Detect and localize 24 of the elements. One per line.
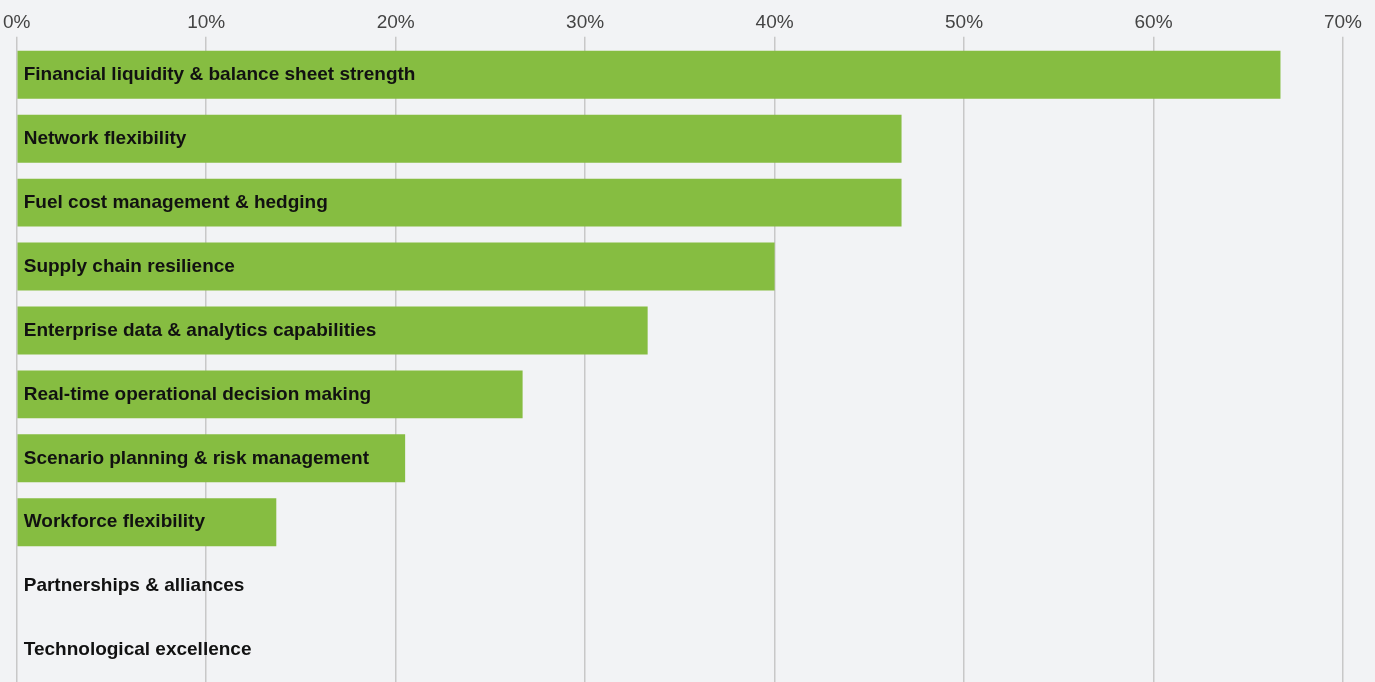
y-tick-label: Network flexibility [23,126,187,148]
y-tick-label: Enterprise data & analytics capabilities [23,318,377,340]
bar [17,114,902,163]
bar [17,50,1281,99]
x-tick-label: 50% [945,10,984,32]
y-tick-label: Partnerships & alliances [23,574,245,596]
bar [17,242,775,291]
y-tick-label: Fuel cost management & hedging [23,190,328,212]
x-tick-label: 10% [187,10,226,32]
bar [17,370,523,419]
y-tick-label: Financial liquidity & balance sheet strength [23,62,416,84]
x-tick-label: 60% [1134,10,1173,32]
x-tick-label: 40% [755,10,794,32]
y-tick-label: Supply chain resilience [23,254,235,276]
y-tick-label: Workforce flexibility [23,510,206,532]
x-tick-label: 70% [1323,10,1363,32]
y-tick-label: Technological excellence [23,638,252,660]
y-tick-label: Real-time operational decision making [23,382,372,404]
x-tick-label: 0% [3,10,31,32]
x-tick-label: 30% [566,10,605,32]
x-tick-label: 20% [376,10,415,32]
bar [17,178,902,227]
y-tick-label: Scenario planning & risk management [23,446,370,468]
bar [17,306,648,355]
